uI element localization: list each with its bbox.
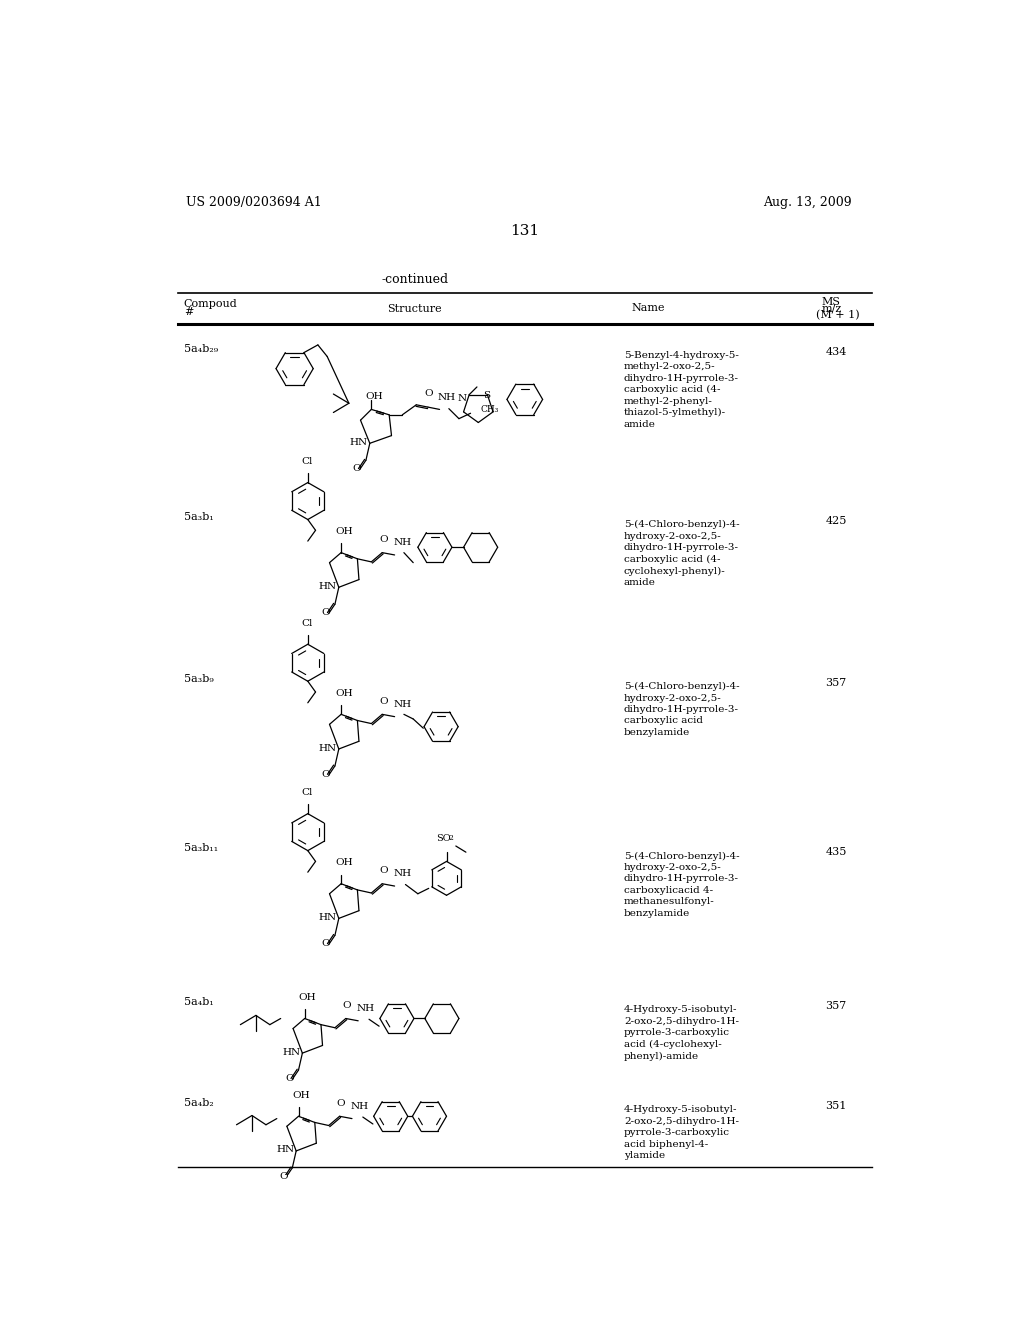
Text: 5a₄b₂: 5a₄b₂ bbox=[183, 1097, 214, 1107]
Text: 5a₃b₁₁: 5a₃b₁₁ bbox=[183, 843, 218, 854]
Text: HN: HN bbox=[283, 1048, 300, 1057]
Text: Structure: Structure bbox=[388, 305, 442, 314]
Text: S: S bbox=[483, 391, 490, 400]
Text: 4-Hydroxy-5-isobutyl-
2-oxo-2,5-dihydro-1H-
pyrrole-3-carboxylic
acid (4-cyclohe: 4-Hydroxy-5-isobutyl- 2-oxo-2,5-dihydro-… bbox=[624, 1006, 739, 1060]
Text: O: O bbox=[352, 465, 360, 473]
Text: 357: 357 bbox=[825, 678, 847, 688]
Text: NH: NH bbox=[393, 539, 412, 546]
Text: OH: OH bbox=[335, 858, 352, 867]
Text: 5-Benzyl-4-hydroxy-5-
methyl-2-oxo-2,5-
dihydro-1H-pyrrole-3-
carboxylic acid (4: 5-Benzyl-4-hydroxy-5- methyl-2-oxo-2,5- … bbox=[624, 351, 739, 429]
Text: 5-(4-Chloro-benzyl)-4-
hydroxy-2-oxo-2,5-
dihydro-1H-pyrrole-3-
carboxylic acid : 5-(4-Chloro-benzyl)-4- hydroxy-2-oxo-2,5… bbox=[624, 520, 739, 587]
Text: 425: 425 bbox=[825, 516, 847, 527]
Text: Compoud: Compoud bbox=[183, 300, 238, 309]
Text: 5a₄b₂₉: 5a₄b₂₉ bbox=[183, 345, 218, 355]
Text: (M + 1): (M + 1) bbox=[816, 310, 860, 321]
Text: Name: Name bbox=[632, 302, 666, 313]
Text: NH: NH bbox=[393, 700, 412, 709]
Text: 357: 357 bbox=[825, 1002, 847, 1011]
Text: HN: HN bbox=[318, 582, 337, 591]
Text: 434: 434 bbox=[825, 347, 847, 356]
Text: OH: OH bbox=[335, 689, 352, 698]
Text: O: O bbox=[322, 609, 331, 616]
Text: -continued: -continued bbox=[381, 273, 449, 286]
Text: OH: OH bbox=[292, 1090, 310, 1100]
Text: O: O bbox=[379, 535, 388, 544]
Text: OH: OH bbox=[335, 527, 352, 536]
Text: MS: MS bbox=[821, 297, 841, 306]
Text: NH: NH bbox=[438, 393, 456, 403]
Text: 351: 351 bbox=[825, 1101, 847, 1111]
Text: #: # bbox=[183, 308, 194, 318]
Text: HN: HN bbox=[349, 438, 368, 447]
Text: NH: NH bbox=[350, 1102, 369, 1110]
Text: Aug. 13, 2009: Aug. 13, 2009 bbox=[764, 197, 852, 209]
Text: O: O bbox=[280, 1172, 288, 1180]
Text: OH: OH bbox=[366, 392, 383, 401]
Text: O: O bbox=[379, 697, 388, 706]
Text: OH: OH bbox=[299, 993, 316, 1002]
Text: Cl: Cl bbox=[302, 619, 313, 628]
Text: 2: 2 bbox=[449, 834, 453, 842]
Text: 5-(4-Chloro-benzyl)-4-
hydroxy-2-oxo-2,5-
dihydro-1H-pyrrole-3-
carboxylic acid
: 5-(4-Chloro-benzyl)-4- hydroxy-2-oxo-2,5… bbox=[624, 682, 739, 737]
Text: O: O bbox=[424, 388, 433, 397]
Text: Cl: Cl bbox=[302, 457, 313, 466]
Text: 131: 131 bbox=[510, 224, 540, 239]
Text: NH: NH bbox=[393, 869, 412, 878]
Text: O: O bbox=[379, 866, 388, 875]
Text: 5a₄b₁: 5a₄b₁ bbox=[183, 998, 214, 1007]
Text: 5a₃b₁: 5a₃b₁ bbox=[183, 512, 214, 523]
Text: US 2009/0203694 A1: US 2009/0203694 A1 bbox=[186, 197, 322, 209]
Text: O: O bbox=[322, 770, 331, 779]
Text: SO: SO bbox=[435, 834, 451, 843]
Text: O: O bbox=[286, 1074, 294, 1082]
Text: O: O bbox=[343, 1001, 351, 1010]
Text: HN: HN bbox=[276, 1146, 294, 1155]
Text: 4-Hydroxy-5-isobutyl-
2-oxo-2,5-dihydro-1H-
pyrrole-3-carboxylic
acid biphenyl-4: 4-Hydroxy-5-isobutyl- 2-oxo-2,5-dihydro-… bbox=[624, 1106, 739, 1160]
Text: 5-(4-Chloro-benzyl)-4-
hydroxy-2-oxo-2,5-
dihydro-1H-pyrrole-3-
carboxylicacid 4: 5-(4-Chloro-benzyl)-4- hydroxy-2-oxo-2,5… bbox=[624, 851, 739, 917]
Text: CH₃: CH₃ bbox=[480, 405, 499, 413]
Text: 5a₃b₉: 5a₃b₉ bbox=[183, 675, 214, 684]
Text: HN: HN bbox=[318, 743, 337, 752]
Text: Cl: Cl bbox=[302, 788, 313, 797]
Text: HN: HN bbox=[318, 913, 337, 921]
Text: 435: 435 bbox=[825, 847, 847, 857]
Text: NH: NH bbox=[356, 1003, 375, 1012]
Text: O: O bbox=[337, 1098, 345, 1107]
Text: m/z: m/z bbox=[821, 304, 842, 314]
Text: O: O bbox=[322, 939, 331, 948]
Text: N: N bbox=[458, 395, 467, 403]
